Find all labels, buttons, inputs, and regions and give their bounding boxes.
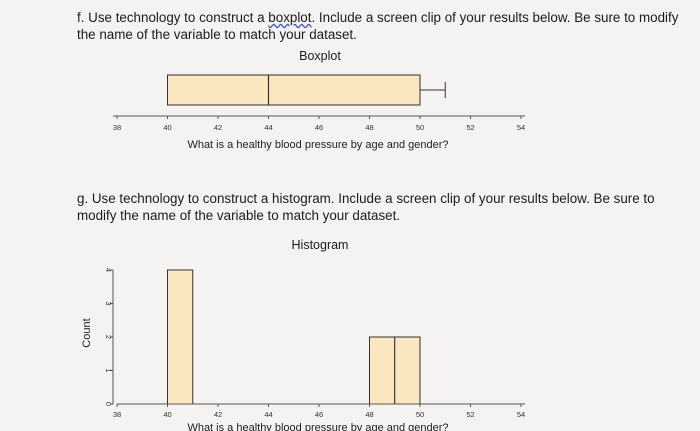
histogram-chart: 38 40 42 44 46 48 50 52 54 0 1 2 3 4 Count What is a…	[81, 268, 525, 431]
boxplot-word: boxplot	[268, 10, 312, 25]
histogram-x-tick-label: 46	[315, 410, 323, 419]
question-f-prefix: f. Use technology to construct a	[77, 10, 269, 25]
histogram-y-tick-label: 2	[104, 335, 113, 339]
boxplot-x-tick-label: 40	[163, 123, 171, 132]
histogram-x-tick-label: 54	[517, 410, 525, 419]
histogram-y-tick-label: 0	[104, 402, 113, 406]
boxplot-chart: 38 40 42 44 46 48 50 52 54 What is a healthy blo…	[113, 74, 525, 151]
boxplot-x-label: What is a healthy blood pressure by age …	[187, 139, 448, 151]
histogram-bars	[167, 269, 421, 405]
boxplot-x-tick-label: 44	[264, 123, 272, 132]
boxplot-box	[167, 74, 421, 106]
boxplot-x-tick-label: 38	[113, 123, 121, 132]
question-g-line2: modify the name of the variable to match…	[77, 208, 401, 223]
boxplot-x-tick-label: 50	[416, 123, 424, 132]
question-f-suffix: . Include a screen clip of your results …	[311, 10, 679, 25]
histogram-y-tick-label: 4	[104, 268, 113, 272]
question-g-line1: g. Use technology to construct a histogr…	[77, 191, 655, 206]
histogram-x-tick-label: 48	[365, 410, 373, 419]
histogram-y-label: Count	[81, 318, 93, 347]
boxplot-x-tick-label: 48	[365, 123, 373, 132]
histogram-x-tick-label: 40	[163, 410, 171, 419]
histogram-bar	[167, 269, 194, 405]
boxplot-x-tick-label: 52	[466, 123, 474, 132]
histogram-y-ticks: 0 1 2 3 4	[104, 268, 113, 406]
histogram-x-tick-label: 44	[264, 410, 272, 419]
question-f-line2: the name of the variable to match your d…	[77, 27, 357, 42]
boxplot-x-tick-label: 54	[517, 123, 525, 132]
histogram-x-label: What is a healthy blood pressure by age …	[187, 422, 448, 431]
histogram-y-tick-label: 1	[104, 368, 113, 372]
histogram-bar	[369, 336, 396, 405]
histogram-bar	[394, 336, 421, 405]
boxplot-title: Boxplot	[299, 49, 341, 63]
question-f: f. Use technology to construct a boxplot…	[77, 9, 687, 43]
histogram-x-tick-label: 52	[466, 410, 474, 419]
histogram-y-tick-label: 3	[104, 301, 113, 305]
boxplot-x-ticks: 38 40 42 44 46 48 50 52 54	[113, 116, 525, 132]
histogram-x-tick-label: 42	[214, 410, 222, 419]
question-g: g. Use technology to construct a histogr…	[77, 190, 687, 224]
histogram-x-ticks: 38 40 42 44 46 48 50 52 54	[113, 404, 525, 419]
boxplot-x-tick-label: 46	[315, 123, 323, 132]
boxplot-x-tick-label: 42	[214, 123, 222, 132]
histogram-title: Histogram	[291, 238, 349, 252]
histogram-x-tick-label: 38	[113, 410, 121, 419]
histogram-x-tick-label: 50	[416, 410, 424, 419]
